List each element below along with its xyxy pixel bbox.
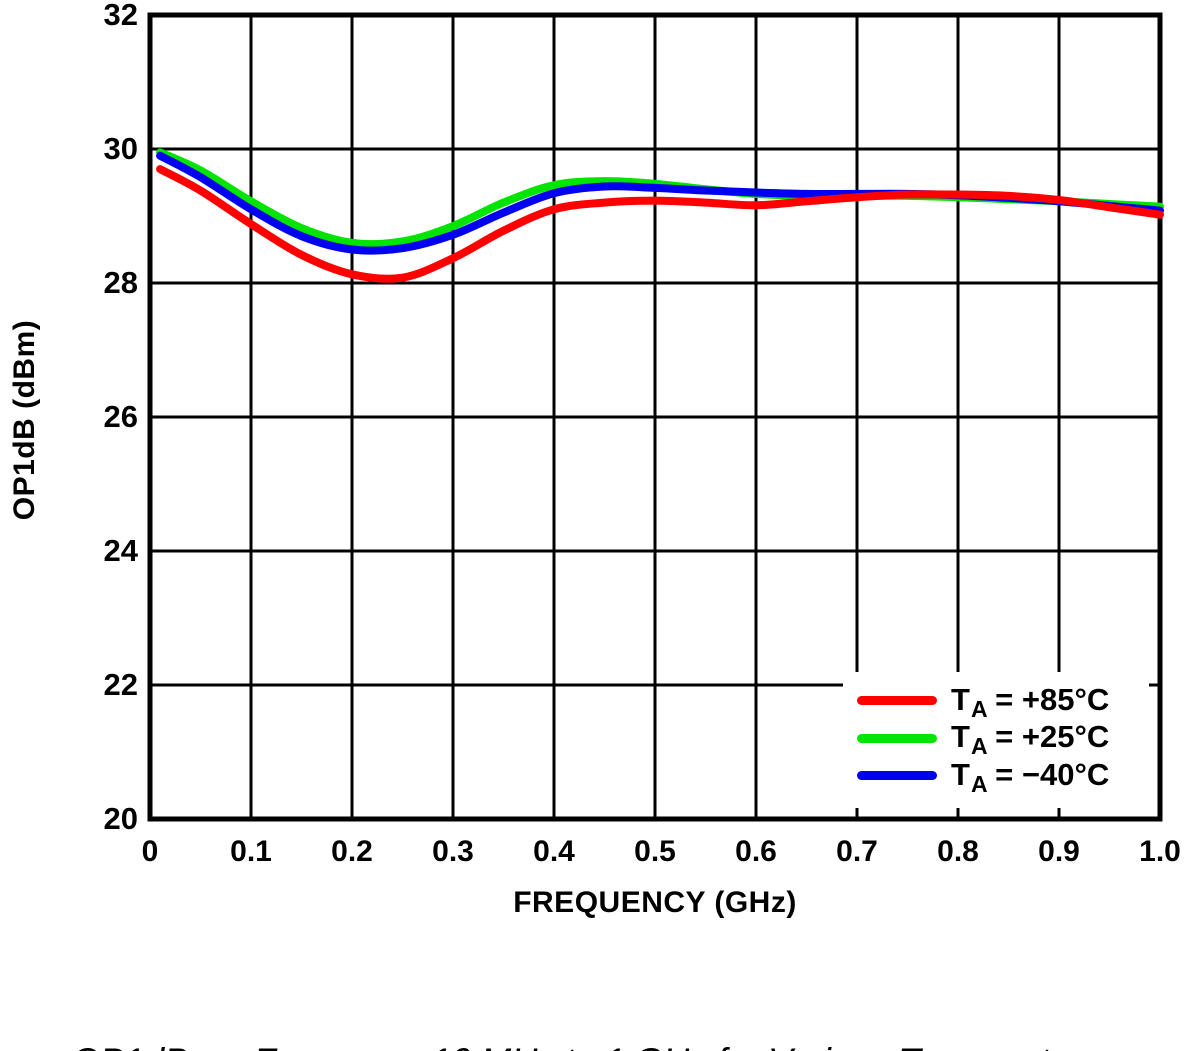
- x-tick-label: 0.6: [735, 835, 777, 868]
- legend-item-ta-plus-25: TA = +25°C: [843, 719, 1149, 760]
- y-tick-label: 22: [103, 667, 138, 702]
- y-tick-label: 20: [103, 801, 138, 836]
- y-tick-label: 24: [103, 533, 138, 568]
- x-tick-label: 0: [141, 835, 159, 868]
- y-axis-title: OP1dB (dBm): [8, 319, 41, 521]
- series-line-ta-plus-85: [156, 165, 1164, 283]
- legend-label: TA = −40°C: [951, 756, 1110, 797]
- y-tick-label: 28: [103, 265, 138, 300]
- legend: TA = +85°C TA = +25°C TA = −40°C: [843, 672, 1149, 808]
- x-tick-label: 1.0: [1139, 835, 1181, 868]
- y-tick-label: 30: [103, 131, 138, 166]
- legend-swatch-ta-plus-25: [857, 733, 937, 743]
- y-tick-label: 26: [103, 399, 138, 434]
- x-tick-label: 0.1: [230, 835, 272, 868]
- legend-label: TA = +25°C: [951, 719, 1110, 760]
- legend-swatch-ta-plus-85: [857, 696, 937, 706]
- x-tick-label: 0.3: [432, 835, 474, 868]
- x-tick-label: 0.2: [331, 835, 373, 868]
- legend-label: TA = +85°C: [951, 681, 1110, 722]
- x-tick-label: 0.5: [634, 835, 676, 868]
- x-tick-label: 0.4: [533, 835, 575, 868]
- caption-line-1: OP1dB vs. Frequency,10 MHz to 1 GHz for …: [0, 1038, 1200, 1051]
- x-tick-label: 0.8: [937, 835, 979, 868]
- legend-item-ta-plus-85: TA = +85°C: [843, 681, 1149, 722]
- caption: OP1dB vs. Frequency,10 MHz to 1 GHz for …: [0, 944, 1200, 1051]
- x-tick-label: 0.9: [1038, 835, 1080, 868]
- plot-border: [147, 12, 1163, 822]
- x-tick-label: 0.7: [836, 835, 878, 868]
- y-tick-label: 32: [103, 0, 138, 32]
- x-axis-title: FREQUENCY (GHz): [513, 886, 797, 919]
- legend-item-ta-minus-40: TA = −40°C: [843, 756, 1149, 797]
- legend-swatch-ta-minus-40: [857, 771, 937, 781]
